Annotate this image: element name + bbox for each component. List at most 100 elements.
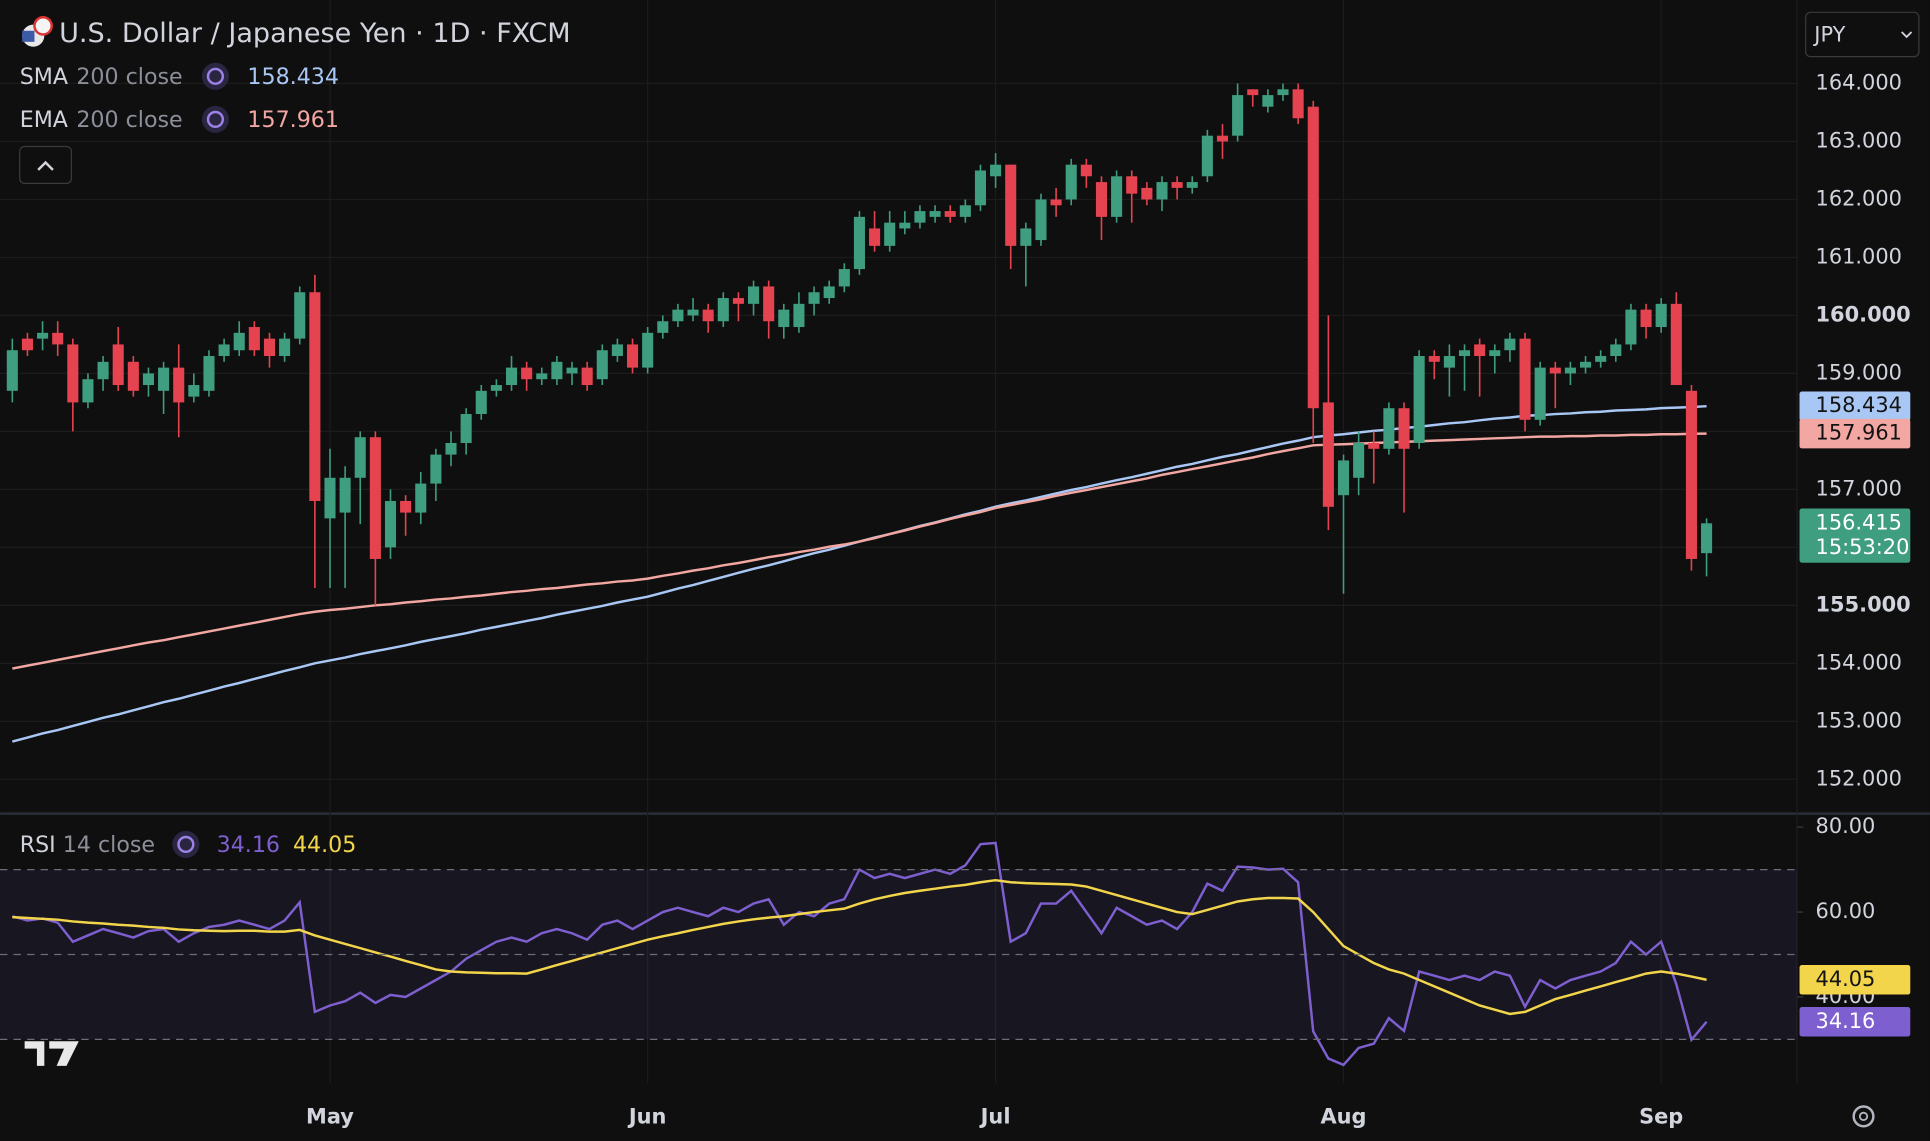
candle-body bbox=[687, 309, 699, 316]
axes: 152.000153.000154.000155.000156.000157.0… bbox=[0, 70, 1911, 1129]
currency-label[interactable]: JPY bbox=[1812, 23, 1845, 47]
candle-body bbox=[551, 361, 563, 380]
candle-body bbox=[1534, 367, 1546, 420]
candle-body bbox=[1262, 95, 1274, 107]
candle-body bbox=[1171, 182, 1183, 188]
candle-body bbox=[279, 338, 291, 357]
candle-body bbox=[1322, 402, 1334, 507]
legend-value: 34.16 bbox=[217, 832, 280, 858]
candle-body bbox=[203, 356, 215, 391]
candle-body bbox=[1337, 460, 1350, 496]
candle-body bbox=[838, 269, 850, 287]
candle-body bbox=[1519, 338, 1531, 420]
rsi-badge bbox=[1799, 964, 1911, 995]
candle-body bbox=[384, 500, 397, 548]
candle-body bbox=[445, 443, 457, 455]
candle-body bbox=[505, 367, 518, 386]
candle-body bbox=[1065, 164, 1077, 200]
y-tick-label: 153.000 bbox=[1816, 708, 1902, 732]
candle-body bbox=[944, 211, 956, 217]
candle-body bbox=[1670, 303, 1682, 386]
legend-icon bbox=[201, 62, 229, 90]
settings-icon[interactable] bbox=[1858, 1111, 1869, 1121]
candle-body bbox=[1504, 338, 1516, 351]
legend-icon bbox=[206, 67, 225, 85]
candle-body bbox=[990, 164, 1002, 177]
candle-body bbox=[1186, 182, 1198, 188]
settings-button[interactable] bbox=[1852, 1105, 1875, 1128]
candle-body bbox=[778, 309, 790, 328]
candle-body bbox=[793, 303, 805, 328]
dropdown-caret[interactable] bbox=[1901, 31, 1913, 39]
legend-name: SMA bbox=[20, 64, 68, 90]
price-badge bbox=[1799, 418, 1911, 449]
x-tick-label: May bbox=[306, 1105, 354, 1129]
candle-body bbox=[173, 367, 185, 403]
candle-body bbox=[1111, 176, 1123, 217]
y-tick-label: 164.000 bbox=[1816, 70, 1902, 94]
candle-body bbox=[853, 216, 865, 270]
candle-body bbox=[1005, 164, 1017, 246]
rsi-badge-label: 44.05 bbox=[1816, 967, 1876, 991]
last-price-badge-label: 156.415 bbox=[1816, 510, 1902, 534]
settings-icon[interactable] bbox=[1852, 1105, 1875, 1128]
candle-body bbox=[536, 373, 548, 380]
legend-icon bbox=[206, 110, 225, 129]
candle-body bbox=[400, 500, 412, 513]
legend-name: EMA bbox=[20, 107, 68, 133]
legend-icon bbox=[201, 105, 229, 133]
candle-body bbox=[294, 292, 306, 339]
candle-body bbox=[1307, 106, 1319, 409]
candle-body bbox=[1428, 356, 1440, 362]
candle-body bbox=[1080, 164, 1092, 177]
candle-body bbox=[1458, 350, 1471, 357]
candle-body bbox=[732, 298, 744, 304]
candle-body bbox=[142, 373, 155, 386]
candle-body bbox=[1610, 344, 1622, 357]
candle-body bbox=[1201, 135, 1213, 177]
y-tick-label: 155.000 bbox=[1816, 592, 1911, 616]
legend-name: RSI bbox=[20, 832, 56, 858]
candle-body bbox=[218, 344, 230, 357]
legend-params: 14 close bbox=[63, 832, 155, 858]
legend-params: 200 close bbox=[76, 64, 182, 90]
currency-dropdown[interactable]: JPY bbox=[1805, 11, 1920, 58]
last-price-badge-label: 15:53:20 bbox=[1816, 535, 1910, 559]
candle-body bbox=[1141, 187, 1153, 200]
candle-body bbox=[52, 332, 64, 345]
y-tick-label: 152.000 bbox=[1816, 766, 1902, 790]
candle-body bbox=[1489, 350, 1501, 357]
logo bbox=[24, 1041, 79, 1066]
candle-body bbox=[1398, 408, 1410, 449]
candle-body bbox=[1232, 95, 1244, 136]
collapse-button-box[interactable] bbox=[19, 145, 73, 185]
candle-body bbox=[1050, 199, 1062, 206]
y-tick-label: 157.000 bbox=[1816, 476, 1902, 500]
currency-dropdown-box[interactable] bbox=[1805, 11, 1920, 58]
candle-body bbox=[188, 385, 200, 397]
collapse-button[interactable] bbox=[19, 145, 73, 185]
candle-body bbox=[1095, 182, 1108, 217]
candle-body bbox=[1580, 361, 1592, 368]
candle-body bbox=[67, 344, 79, 403]
candle-body bbox=[21, 338, 33, 351]
candle-body bbox=[611, 344, 623, 357]
y-tick-label: 154.000 bbox=[1816, 650, 1902, 674]
rsi-tick-label: 60.00 bbox=[1816, 899, 1876, 923]
candle-body bbox=[475, 390, 487, 415]
y-tick-label: 161.000 bbox=[1816, 244, 1902, 268]
candle-body bbox=[1292, 89, 1304, 119]
rsi-tick-label: 80.00 bbox=[1816, 814, 1876, 838]
candle-body bbox=[929, 211, 941, 217]
legend-value: 158.434 bbox=[247, 64, 339, 90]
candle-body bbox=[112, 344, 124, 386]
legend-value: 44.05 bbox=[293, 832, 356, 858]
candle-body bbox=[1595, 356, 1607, 362]
candle-body bbox=[596, 350, 608, 380]
legend-icon bbox=[177, 835, 195, 853]
candle-body bbox=[748, 286, 760, 304]
collapse-icon[interactable] bbox=[37, 160, 54, 171]
price-badge-label: 157.961 bbox=[1816, 421, 1902, 445]
